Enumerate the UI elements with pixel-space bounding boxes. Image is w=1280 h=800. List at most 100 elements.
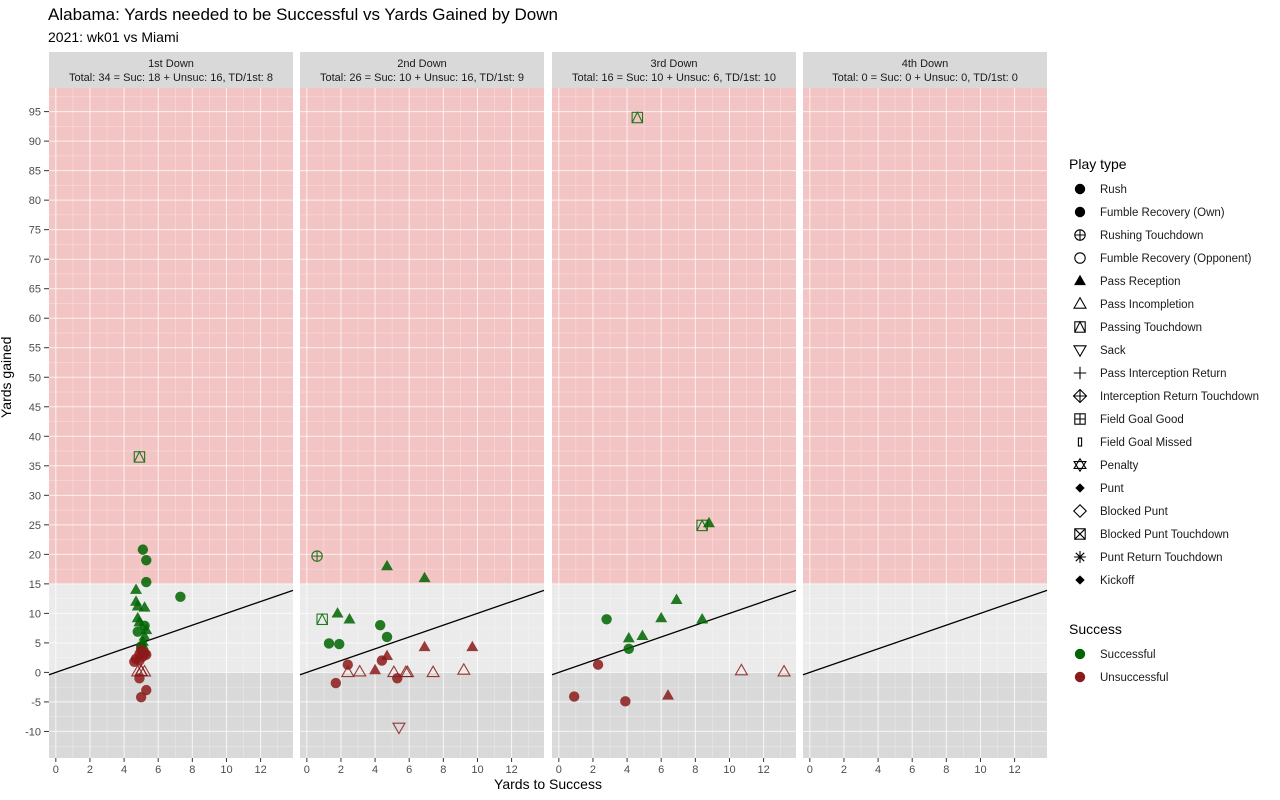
panel-grid xyxy=(300,88,544,758)
data-point xyxy=(137,664,152,677)
legend-label: Punt xyxy=(1100,483,1124,495)
data-point xyxy=(316,612,328,626)
data-point xyxy=(141,555,152,566)
facet-strip xyxy=(552,52,796,88)
data-point xyxy=(696,613,709,624)
data-point xyxy=(734,663,749,676)
shaded-region-below xyxy=(803,672,1047,758)
legend-key-icon xyxy=(1074,648,1086,660)
x-tick-label: 6 xyxy=(909,764,915,776)
legend-label: Blocked Punt xyxy=(1100,506,1169,518)
y-tick-label: 50 xyxy=(29,372,41,384)
chart-subtitle: 2021: wk01 vs Miami xyxy=(48,29,179,45)
legend-key-icon xyxy=(1074,671,1086,683)
y-tick-label: 15 xyxy=(29,579,41,591)
data-point xyxy=(623,643,634,654)
legend-key-icon xyxy=(1074,413,1086,425)
data-point xyxy=(418,640,431,652)
data-point xyxy=(141,576,152,588)
x-tick-label: 4 xyxy=(624,764,630,776)
data-point xyxy=(343,613,356,624)
data-point xyxy=(175,591,186,603)
data-points xyxy=(311,550,479,735)
data-point xyxy=(381,559,394,571)
x-tick-label: 12 xyxy=(1008,764,1020,776)
facet-strip xyxy=(49,52,293,88)
data-point xyxy=(376,655,388,666)
x-tick-label: 8 xyxy=(440,764,446,776)
legend-key-icon xyxy=(1072,503,1088,519)
shaded-region-below xyxy=(49,672,293,758)
legend-label: Field Goal Missed xyxy=(1100,437,1192,449)
legend-title-success: Success xyxy=(1069,621,1122,637)
facet-strip xyxy=(803,52,1047,88)
data-point xyxy=(140,623,153,635)
y-tick-label: 55 xyxy=(29,343,41,355)
legend-key-icon xyxy=(1074,528,1086,540)
legend-label: Pass Incompletion xyxy=(1100,299,1194,311)
shaded-region-above xyxy=(552,88,796,584)
legend-label: Passing Touchdown xyxy=(1100,322,1202,334)
y-tick-label: 95 xyxy=(29,107,41,119)
facet-panel-2: 2nd Down Total: 26 = Suc: 10 + Unsuc: 16,… xyxy=(299,52,545,776)
data-point xyxy=(631,111,644,124)
shaded-region-below xyxy=(552,672,796,758)
legend-label: Pass Interception Return xyxy=(1100,368,1227,380)
legend-key-icon xyxy=(1074,229,1086,241)
legend-label: Field Goal Good xyxy=(1100,414,1184,426)
data-point xyxy=(334,638,345,650)
x-axis-label: Yards to Success xyxy=(494,776,602,792)
data-point xyxy=(352,664,367,677)
data-point xyxy=(592,659,604,670)
y-tick-label: 90 xyxy=(29,136,41,148)
data-point xyxy=(466,640,479,652)
data-point xyxy=(620,696,631,707)
y-tick-label: 85 xyxy=(29,166,41,178)
x-tick-label: 12 xyxy=(757,764,769,776)
legend-title-play-type: Play type xyxy=(1069,156,1127,172)
x-tick-label: 8 xyxy=(692,764,698,776)
shaded-region-above xyxy=(300,88,544,584)
x-tick-label: 2 xyxy=(841,764,847,776)
x-axis: 0 2 4 6 8 10 12 xyxy=(53,758,267,776)
data-point xyxy=(130,583,143,594)
legend-key-icon xyxy=(1074,274,1086,286)
data-point xyxy=(662,689,675,700)
chart-title: Alabama: Yards needed to be Successful v… xyxy=(48,5,558,24)
legend-key-icon xyxy=(1073,296,1087,309)
data-point xyxy=(655,611,668,623)
data-point xyxy=(777,664,791,677)
x-tick-label: 0 xyxy=(807,764,813,776)
data-point xyxy=(131,600,144,611)
y-tick-label: 25 xyxy=(29,520,41,532)
data-point xyxy=(138,601,151,612)
y-tick-label: 80 xyxy=(29,195,41,207)
data-point xyxy=(369,663,382,675)
reference-line xyxy=(551,589,797,676)
legend-key-icon xyxy=(1077,437,1083,447)
y-tick-label: 75 xyxy=(29,225,41,237)
reference-line xyxy=(299,589,545,676)
data-point xyxy=(323,638,335,649)
facet-summary: Total: 0 = Suc: 0 + Unsuc: 0, TD/1st: 0 xyxy=(832,72,1018,84)
x-tick-label: 12 xyxy=(505,764,517,776)
legend-key-icon xyxy=(1074,551,1086,563)
x-tick-label: 4 xyxy=(372,764,378,776)
legend-label: Fumble Recovery (Opponent) xyxy=(1100,253,1252,265)
x-tick-label: 2 xyxy=(338,764,344,776)
data-point xyxy=(137,544,149,555)
facet-strip xyxy=(300,52,544,88)
y-tick-label: 45 xyxy=(29,402,41,414)
legend-key-icon xyxy=(1072,388,1088,404)
panel-grid xyxy=(552,88,796,758)
panel-grid xyxy=(803,88,1047,758)
legend-label: Blocked Punt Touchdown xyxy=(1100,529,1229,541)
legend-label: Kickoff xyxy=(1100,575,1135,587)
data-point xyxy=(135,691,147,703)
y-tick-label: 35 xyxy=(29,461,41,473)
legend-key-icon xyxy=(1075,483,1085,493)
legend-key-icon xyxy=(1073,366,1087,380)
data-point xyxy=(133,450,146,463)
data-point xyxy=(670,593,683,604)
facet-panel-1: 1st Down Total: 34 = Suc: 18 + Unsuc: 16,… xyxy=(48,52,294,776)
